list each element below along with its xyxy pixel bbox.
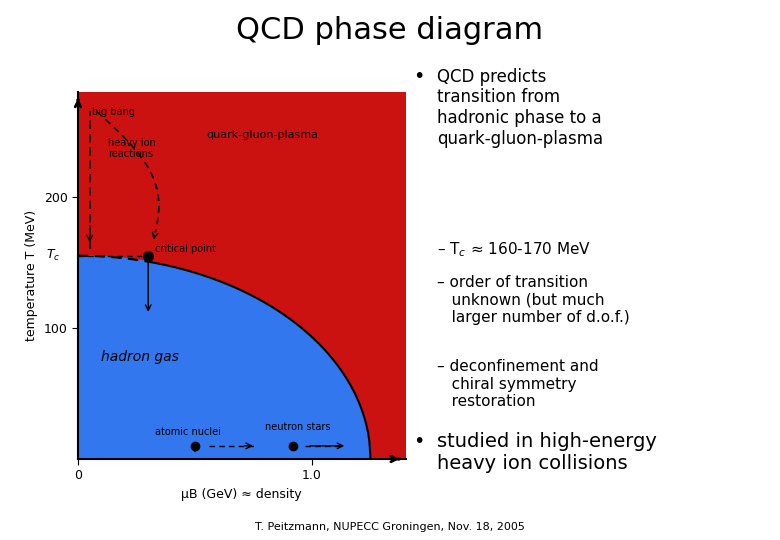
Text: atomic nuclei: atomic nuclei <box>155 427 221 437</box>
Y-axis label: temperature T (MeV): temperature T (MeV) <box>25 210 38 341</box>
Text: – order of transition
   unknown (but much
   larger number of d.o.f.): – order of transition unknown (but much … <box>437 275 629 325</box>
Text: •: • <box>413 68 425 86</box>
Text: studied in high-energy
heavy ion collisions: studied in high-energy heavy ion collisi… <box>437 432 657 473</box>
X-axis label: μB (GeV) ≈ density: μB (GeV) ≈ density <box>182 488 302 501</box>
Text: •: • <box>413 432 425 451</box>
Text: QCD phase diagram: QCD phase diagram <box>236 16 544 45</box>
Text: neutron stars: neutron stars <box>265 422 331 432</box>
Text: big bang: big bang <box>92 107 135 117</box>
Text: hadron gas: hadron gas <box>101 349 179 363</box>
Polygon shape <box>78 256 370 459</box>
Text: quark-gluon-plasma: quark-gluon-plasma <box>207 130 319 140</box>
Text: QCD predicts
transition from
hadronic phase to a
quark-gluon-plasma: QCD predicts transition from hadronic ph… <box>437 68 603 148</box>
Text: critical point: critical point <box>155 244 216 254</box>
Text: – T$_c$ ≈ 160-170 MeV: – T$_c$ ≈ 160-170 MeV <box>437 240 591 259</box>
Text: heavy ion
reactions: heavy ion reactions <box>108 138 156 159</box>
Text: $T_c$: $T_c$ <box>46 248 60 264</box>
Text: – deconfinement and
   chiral symmetry
   restoration: – deconfinement and chiral symmetry rest… <box>437 359 598 409</box>
Text: T. Peitzmann, NUPECC Groningen, Nov. 18, 2005: T. Peitzmann, NUPECC Groningen, Nov. 18,… <box>255 522 525 532</box>
